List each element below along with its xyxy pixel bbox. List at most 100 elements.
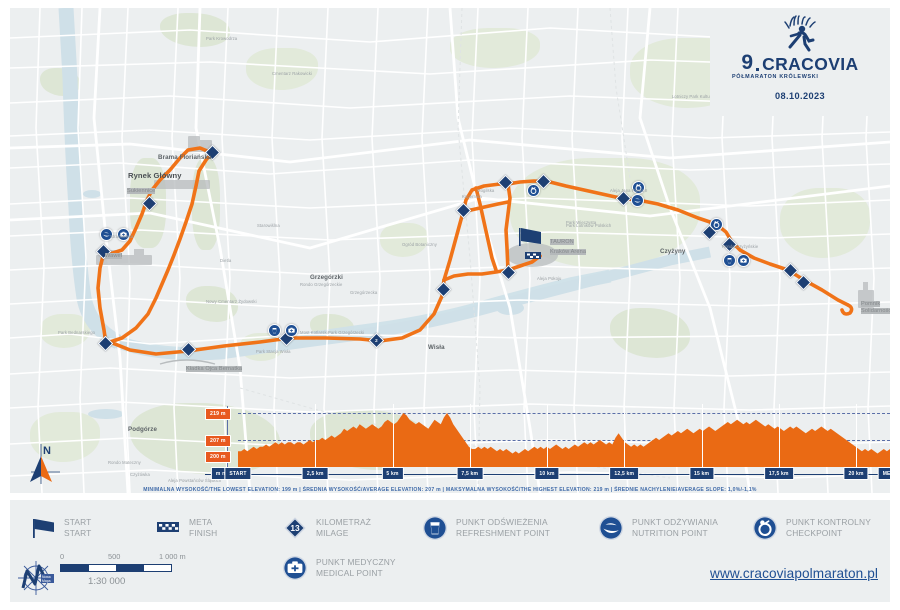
svg-text:Nowa: Nowa bbox=[42, 575, 51, 579]
map-place-label: Grzegórzki bbox=[310, 274, 343, 281]
km-diamond-icon bbox=[141, 195, 157, 211]
route-marker-km-marker[interactable] bbox=[497, 174, 513, 190]
route-marker-km-marker[interactable] bbox=[615, 190, 631, 206]
map-street-label: Lotniczy Park Kulturowy bbox=[672, 94, 719, 99]
route-marker-refreshment-point[interactable] bbox=[267, 323, 281, 337]
svg-text:Mapa: Mapa bbox=[42, 579, 51, 583]
legend-label: PUNKT MEDYCZNY MEDICAL POINT bbox=[316, 556, 396, 578]
nutrition-icon bbox=[99, 227, 113, 241]
elevation-km-separator bbox=[701, 404, 703, 467]
map-street-label: Ogród Botaniczny bbox=[402, 242, 437, 247]
map-place-label: Wisła bbox=[428, 344, 445, 351]
map-place-label: Brama Floriańska bbox=[158, 154, 212, 161]
route-marker-medical-point[interactable] bbox=[284, 323, 298, 337]
legend-label: META FINISH bbox=[189, 516, 218, 538]
website-link[interactable]: www.cracoviapolmaraton.pl bbox=[710, 566, 878, 581]
elevation-x-tick: META bbox=[877, 467, 890, 480]
park-area bbox=[30, 412, 100, 462]
elevation-x-tick: 5 km bbox=[381, 467, 404, 480]
scale-tick-0: 0 bbox=[60, 552, 65, 561]
legend-item-medical: PUNKT MEDYCZNY MEDICAL POINT bbox=[282, 555, 396, 581]
finish-checkered-flag-icon bbox=[155, 515, 181, 541]
map-street-label: Park Stacja Wisła bbox=[256, 349, 291, 354]
km-diamond-icon bbox=[435, 281, 451, 297]
route-marker-km-marker[interactable] bbox=[795, 274, 811, 290]
edition-number: 9 bbox=[741, 51, 754, 74]
km-diamond-icon bbox=[97, 335, 113, 351]
park-area bbox=[246, 48, 318, 90]
scale-ticks: 0 500 1 000 m bbox=[60, 552, 190, 562]
map-street-label: Aleja Jana Pawła II bbox=[610, 188, 648, 193]
route-marker-checkpoint[interactable] bbox=[631, 180, 645, 194]
scale-bar-block: 0 500 1 000 m 1:30 000 bbox=[60, 552, 190, 587]
map-place-label: Rynek Główny bbox=[128, 171, 182, 180]
map-panel[interactable]: 2 Rynek Główny Brama Floriańska Sukiennice… bbox=[10, 8, 890, 493]
km-diamond-icon bbox=[782, 262, 798, 278]
map-place-label: Czyżyny bbox=[660, 248, 686, 255]
route-marker-km-marker[interactable] bbox=[500, 264, 516, 280]
map-street-label: Starowiślna bbox=[257, 223, 280, 228]
logo-dot bbox=[756, 67, 760, 71]
legend-item-checkpoint: PUNKT KONTROLNY CHECKPOINT bbox=[752, 515, 871, 541]
scale-segment bbox=[88, 565, 116, 571]
route-marker-refreshment-point[interactable] bbox=[722, 253, 736, 267]
elevation-km-separator bbox=[624, 404, 626, 467]
start-flag-marker bbox=[519, 228, 541, 246]
route-marker-km-marker[interactable] bbox=[782, 262, 798, 278]
start-flag-icon bbox=[30, 515, 56, 541]
route-marker-km-marker[interactable] bbox=[535, 173, 551, 189]
map-street-label: Stradomska bbox=[110, 234, 134, 239]
medical-icon bbox=[736, 253, 750, 267]
checkpoint-icon bbox=[526, 183, 540, 197]
route-marker-nutrition-point[interactable] bbox=[99, 227, 113, 241]
route-marker-checkpoint[interactable] bbox=[526, 183, 540, 197]
map-street-label: Rondo Czyżyńskie bbox=[722, 244, 759, 249]
route-marker-km-marker[interactable] bbox=[180, 341, 196, 357]
map-place-label: TAURON bbox=[550, 239, 574, 245]
elevation-x-tick: 7,5 km bbox=[456, 467, 484, 480]
elevation-x-tick: 20 km bbox=[843, 467, 869, 480]
map-street-label: Most Kotlarski bbox=[300, 330, 328, 335]
park-botanic bbox=[380, 223, 428, 257]
route-marker-medical-point[interactable] bbox=[736, 253, 750, 267]
route-marker-km-marker[interactable] bbox=[97, 335, 113, 351]
elevation-gridline bbox=[238, 440, 890, 441]
legend-label: KILOMETRAŻ MILAGE bbox=[316, 516, 372, 538]
scale-segment bbox=[116, 565, 144, 571]
map-place-label: Pomnik bbox=[861, 301, 881, 307]
route-marker-km-marker[interactable] bbox=[455, 202, 471, 218]
checkpoint-icon bbox=[631, 180, 645, 194]
elevation-km-separator bbox=[315, 404, 317, 467]
map-place-label: Podgórze bbox=[128, 426, 157, 433]
map-street-label: Rondo Grzegórzeckie bbox=[300, 282, 343, 287]
refreshment-icon bbox=[422, 515, 448, 541]
route-marker-medical-point[interactable] bbox=[116, 227, 130, 241]
scale-tick-1000: 1 000 m bbox=[159, 552, 186, 561]
map-street-label: Park Lotników Polskich bbox=[566, 223, 612, 228]
route-marker-km-marker[interactable] bbox=[701, 224, 717, 240]
nowa-mapa-logo: Nowa Mapa bbox=[14, 558, 58, 598]
map-place-label: Sukiennice bbox=[127, 188, 156, 194]
event-name: CRACOVIA bbox=[762, 54, 859, 75]
scale-segment bbox=[61, 565, 89, 571]
route-marker-km-marker[interactable] bbox=[435, 281, 451, 297]
legend-item-kilometer: 13 KILOMETRAŻ MILAGE bbox=[282, 515, 371, 541]
legend-item-refreshment: PUNKT ODŚWIEŻENIA REFRESHMENT POINT bbox=[422, 515, 550, 541]
route-marker-km-marker[interactable]: 2 bbox=[368, 332, 384, 348]
km-diamond-icon: 13 bbox=[282, 515, 308, 541]
nutrition-icon bbox=[630, 193, 644, 207]
route-marker-nutrition-point[interactable] bbox=[630, 193, 644, 207]
legend-label: PUNKT ODŚWIEŻENIA REFRESHMENT POINT bbox=[456, 516, 551, 538]
km-diamond-icon bbox=[795, 274, 811, 290]
km-diamond-icon bbox=[535, 173, 551, 189]
elevation-km-separator bbox=[469, 404, 471, 467]
map-street-label: Czyżówka bbox=[130, 472, 150, 477]
elevation-x-tick: 2,5 km bbox=[301, 467, 329, 480]
finish-flag-marker bbox=[525, 252, 541, 259]
legend-label: PUNKT KONTROLNY CHECKPOINT bbox=[786, 516, 871, 538]
scale-ratio: 1:30 000 bbox=[88, 576, 126, 587]
compass-north-label: N bbox=[43, 445, 51, 457]
route-marker-km-marker[interactable] bbox=[141, 195, 157, 211]
km-diamond-icon bbox=[180, 341, 196, 357]
